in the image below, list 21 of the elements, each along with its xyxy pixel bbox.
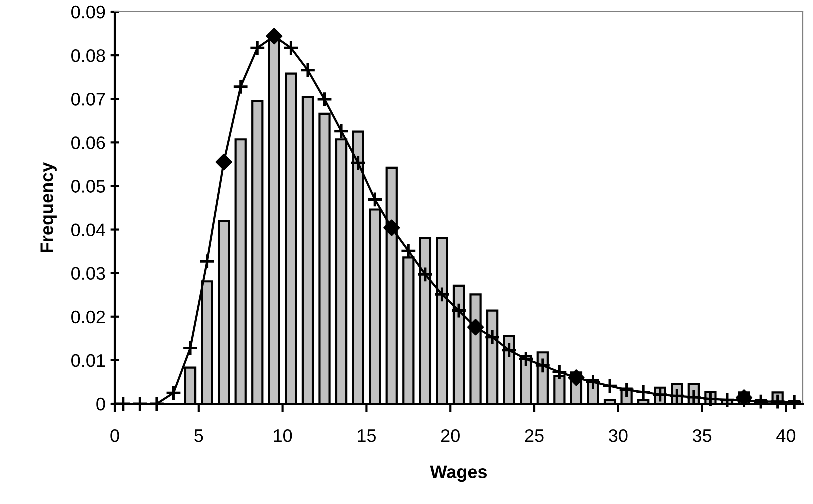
x-tick-label: 30 — [609, 429, 628, 442]
x-tick-label: 0 — [110, 429, 120, 442]
y-tick-label: 0.05 — [72, 180, 106, 193]
y-tick-label: 0.06 — [72, 136, 106, 150]
x-tick-label: 25 — [525, 429, 544, 442]
y-tick-label: 0 — [96, 398, 106, 411]
x-axis-title: Wages — [430, 466, 488, 482]
x-tick-label: 35 — [692, 429, 712, 442]
y-tick-label: 0.04 — [72, 224, 106, 236]
y-tick-label: 0.08 — [72, 49, 106, 62]
x-tick-label: 15 — [358, 430, 376, 442]
x-tick-label: 10 — [274, 429, 292, 442]
y-axis-title: Frequency — [40, 162, 57, 252]
y-tick-label: 0.02 — [72, 310, 106, 324]
x-tick-label: 40 — [776, 429, 796, 442]
y-tick-label: 0.07 — [72, 93, 106, 106]
y-tick-label: 0.03 — [72, 267, 106, 280]
y-tick-label: 0.01 — [72, 354, 106, 368]
y-tick-label: 0.09 — [72, 6, 106, 19]
x-tick-label: 5 — [194, 430, 204, 442]
x-tick-label: 20 — [441, 429, 460, 442]
